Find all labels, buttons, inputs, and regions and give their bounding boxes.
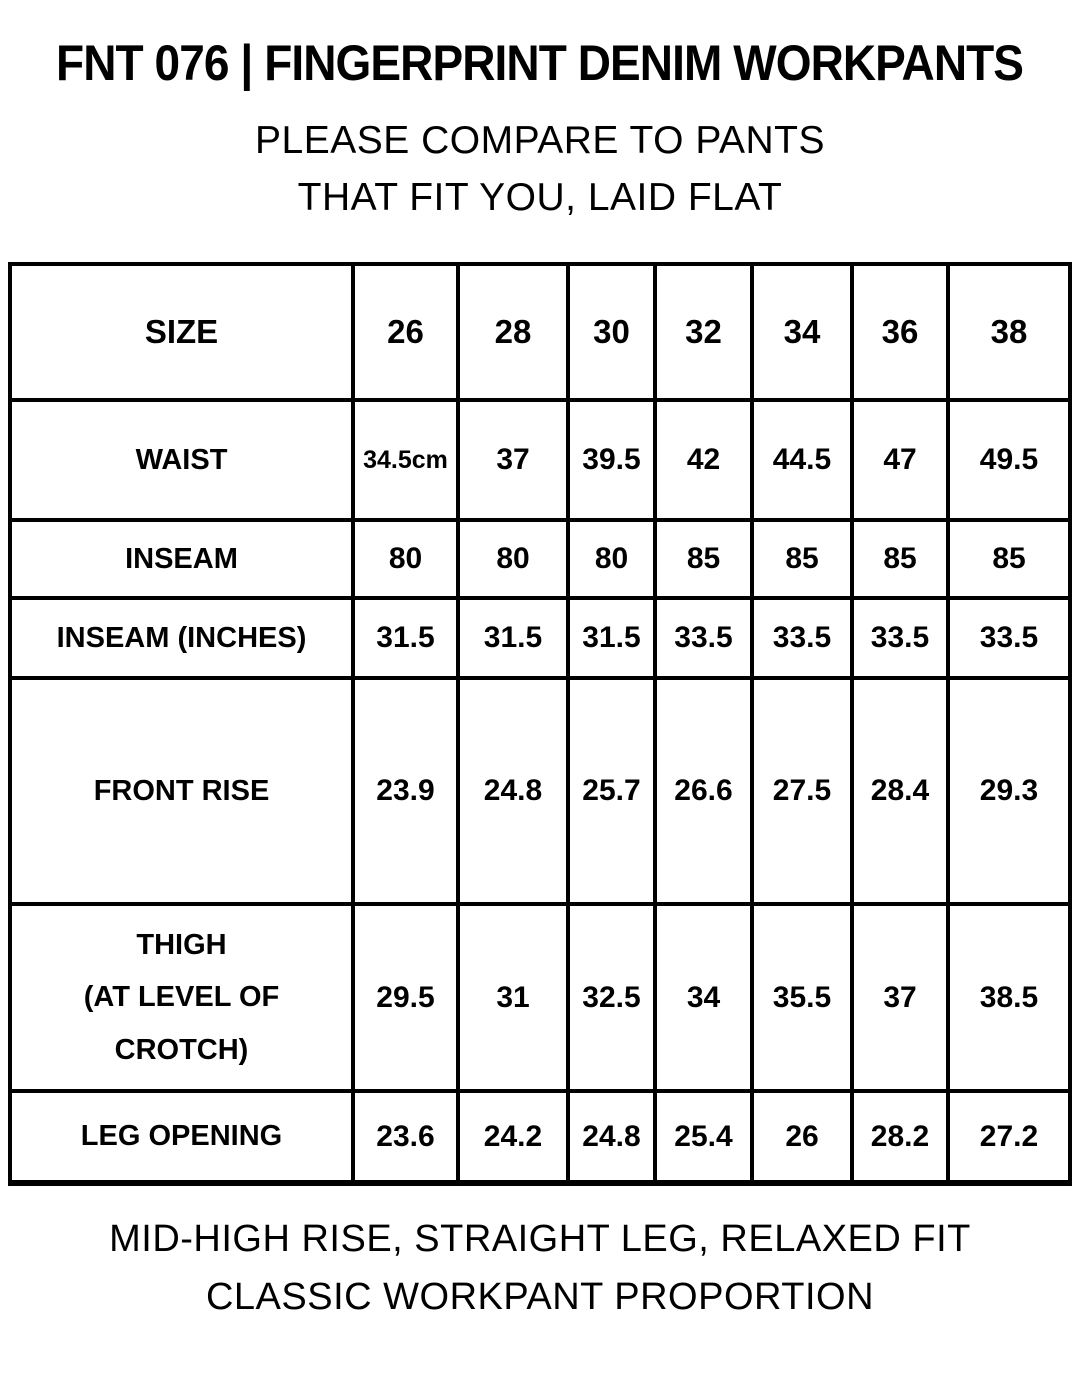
measurement-value: 26 bbox=[750, 1089, 854, 1185]
measurement-value: 85 bbox=[850, 518, 950, 600]
row-label-line: FRONT RISE bbox=[93, 774, 270, 807]
measurement-value: 25.7 bbox=[566, 676, 657, 906]
row-label: INSEAM (INCHES) bbox=[8, 596, 355, 680]
measurement-value: 38.5 bbox=[946, 902, 1072, 1093]
size-label-header: SIZE bbox=[8, 262, 355, 402]
measurement-value: 29.3 bbox=[946, 676, 1072, 906]
measurement-value: 34.5cm bbox=[351, 398, 460, 522]
row-label: WAIST bbox=[8, 398, 355, 522]
measurement-value: 31 bbox=[456, 902, 570, 1093]
row-label: LEG OPENING bbox=[8, 1089, 355, 1185]
fit-description-line-2: CLASSIC WORKPANT PROPORTION bbox=[205, 1276, 875, 1318]
size-column-header: 30 bbox=[566, 262, 657, 402]
row-label-line: THIGH bbox=[136, 929, 227, 962]
measurement-value: 24.2 bbox=[456, 1089, 570, 1185]
measurement-value: 39.5 bbox=[566, 398, 657, 522]
measurement-value: 28.4 bbox=[850, 676, 950, 906]
compare-instruction-line-2: THAT FIT YOU, LAID FLAT bbox=[297, 176, 783, 219]
size-column-header: 28 bbox=[456, 262, 570, 402]
measurement-value: 31.5 bbox=[456, 596, 570, 680]
fit-description: MID-HIGH RISE, STRAIGHT LEG, RELAXED FIT… bbox=[0, 1210, 1080, 1326]
measurement-value: 85 bbox=[653, 518, 754, 600]
size-chart-body: WAIST 34.5cm 37 39.5 42 44.5 47 49.5 INSEAM 80 80 8… bbox=[8, 398, 1072, 1185]
measurement-value: 31.5 bbox=[566, 596, 657, 680]
measurement-value: 31.5 bbox=[351, 596, 460, 680]
measurement-value: 32.5 bbox=[566, 902, 657, 1093]
measurement-value: 47 bbox=[850, 398, 950, 522]
fit-description-line-1: MID-HIGH RISE, STRAIGHT LEG, RELAXED FIT bbox=[109, 1218, 971, 1260]
measurement-row: THIGH (AT LEVEL OF CROTCH) 29.5 31 32.5 34 35.5… bbox=[8, 902, 1072, 1093]
row-label-line: INSEAM bbox=[125, 542, 238, 575]
measurement-value: 23.6 bbox=[351, 1089, 460, 1185]
measurement-value: 26.6 bbox=[653, 676, 754, 906]
measurement-value: 33.5 bbox=[653, 596, 754, 680]
measurement-value: 35.5 bbox=[750, 902, 854, 1093]
measurement-value: 27.2 bbox=[946, 1089, 1072, 1185]
compare-instruction: PLEASE COMPARE TO PANTS THAT FIT YOU, LA… bbox=[0, 112, 1080, 226]
measurement-value: 25.4 bbox=[653, 1089, 754, 1185]
measurement-value: 34 bbox=[653, 902, 754, 1093]
measurement-value: 27.5 bbox=[750, 676, 854, 906]
row-label-line: WAIST bbox=[135, 443, 228, 476]
page-title: FNT 076 | FINGERPRINT DENIM WORKPANTS bbox=[0, 34, 1080, 92]
measurement-row: WAIST 34.5cm 37 39.5 42 44.5 47 49.5 bbox=[8, 398, 1072, 522]
size-column-header: 34 bbox=[750, 262, 854, 402]
measurement-value: 37 bbox=[456, 398, 570, 522]
measurement-value: 33.5 bbox=[850, 596, 950, 680]
measurement-value: 24.8 bbox=[456, 676, 570, 906]
measurement-value: 80 bbox=[351, 518, 460, 600]
row-label: FRONT RISE bbox=[8, 676, 355, 906]
measurement-row: FRONT RISE 23.9 24.8 25.7 26.6 27.5 28.4 29.3 bbox=[8, 676, 1072, 906]
compare-instruction-line-1: PLEASE COMPARE TO PANTS bbox=[255, 119, 825, 162]
size-chart-table: SIZE 26 28 30 32 34 36 38 WAIST 34.5cm 37 39.5 42 44… bbox=[8, 262, 1072, 1186]
measurement-value: 33.5 bbox=[946, 596, 1072, 680]
row-label-line: CROTCH) bbox=[114, 1033, 249, 1066]
row-label-line: LEG OPENING bbox=[80, 1120, 283, 1153]
measurement-value: 42 bbox=[653, 398, 754, 522]
measurement-value: 37 bbox=[850, 902, 950, 1093]
measurement-value: 85 bbox=[946, 518, 1072, 600]
measurement-value: 44.5 bbox=[750, 398, 854, 522]
measurement-value: 33.5 bbox=[750, 596, 854, 680]
size-column-header: 36 bbox=[850, 262, 950, 402]
measurement-value: 23.9 bbox=[351, 676, 460, 906]
size-column-header: 26 bbox=[351, 262, 460, 402]
size-column-header: 38 bbox=[946, 262, 1072, 402]
row-label: THIGH (AT LEVEL OF CROTCH) bbox=[8, 902, 355, 1093]
measurement-value: 80 bbox=[566, 518, 657, 600]
size-column-header: 32 bbox=[653, 262, 754, 402]
row-label-line: (AT LEVEL OF bbox=[83, 981, 280, 1014]
measurement-value: 28.2 bbox=[850, 1089, 950, 1185]
measurement-row: INSEAM 80 80 80 85 85 85 85 bbox=[8, 518, 1072, 600]
measurement-value: 85 bbox=[750, 518, 854, 600]
measurement-row: INSEAM (INCHES) 31.5 31.5 31.5 33.5 33.5 33.5 3… bbox=[8, 596, 1072, 680]
size-header-row: SIZE 26 28 30 32 34 36 38 bbox=[8, 262, 1072, 402]
row-label: INSEAM bbox=[8, 518, 355, 600]
measurement-value: 80 bbox=[456, 518, 570, 600]
row-label-line: INSEAM (INCHES) bbox=[56, 621, 307, 654]
measurement-value: 49.5 bbox=[946, 398, 1072, 522]
measurement-row: LEG OPENING 23.6 24.2 24.8 25.4 26 28.2 27.2 bbox=[8, 1089, 1072, 1185]
measurement-value: 24.8 bbox=[566, 1089, 657, 1185]
page-title-text: FNT 076 | FINGERPRINT DENIM WORKPANTS bbox=[56, 35, 1024, 91]
measurement-value: 29.5 bbox=[351, 902, 460, 1093]
